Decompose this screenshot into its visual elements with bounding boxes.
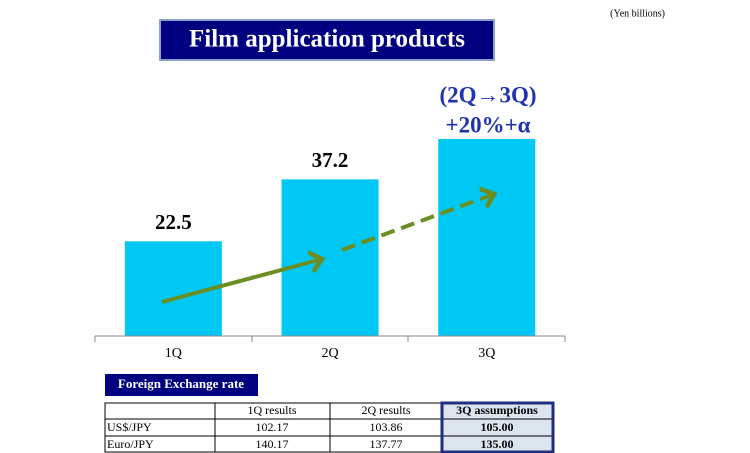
- column-header: 1Q results: [248, 403, 297, 417]
- data-label: 37.2: [312, 148, 349, 172]
- bar: [438, 138, 536, 336]
- axis-ticks: [94, 336, 566, 342]
- cell: 137.77: [370, 437, 403, 451]
- table: 1Q results 2Q results 3Q assumptions US$/JP…: [107, 403, 538, 451]
- cell: 140.17: [256, 437, 289, 451]
- x-tick-label: 1Q: [165, 346, 182, 361]
- column-header: 2Q results: [362, 403, 411, 417]
- bar: [281, 179, 379, 336]
- annotation: (2Q→3Q): [439, 82, 536, 107]
- x-tick-label: 3Q: [478, 346, 495, 361]
- x-tick-label: 2Q: [321, 346, 338, 361]
- cell: 102.17: [256, 420, 289, 434]
- cell: 105.00: [481, 420, 514, 434]
- table-title: Foreign Exchange rate: [118, 376, 244, 391]
- row-label: Euro/JPY: [107, 437, 154, 451]
- bars: [124, 138, 536, 336]
- table-title-box: [105, 374, 258, 396]
- unit-label: (Yen billions): [610, 8, 665, 19]
- title-box: [159, 19, 495, 61]
- cell: 135.00: [481, 437, 514, 451]
- row-label: US$/JPY: [107, 420, 152, 434]
- chart-title: Film application products: [189, 26, 465, 53]
- highlight-border: [440, 401, 555, 453]
- highlight-fill: [442, 403, 553, 453]
- column-header: 3Q assumptions: [456, 403, 538, 417]
- cell: 103.86: [370, 420, 403, 434]
- annotation: +20%+α: [445, 112, 530, 137]
- data-label: 22.5: [155, 210, 192, 234]
- trend-arrow: [161, 259, 322, 304]
- trend-arrow-dashed: [341, 194, 494, 252]
